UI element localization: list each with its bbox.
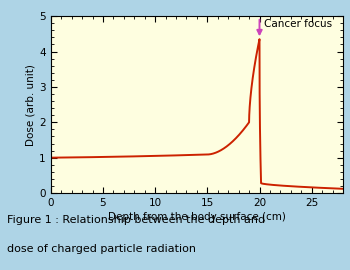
Text: Figure 1 : Relationship between the depth and: Figure 1 : Relationship between the dept… (7, 215, 265, 225)
Text: dose of charged particle radiation: dose of charged particle radiation (7, 244, 196, 254)
Y-axis label: Dose (arb. unit): Dose (arb. unit) (25, 64, 35, 146)
Text: Cancer focus: Cancer focus (264, 19, 332, 29)
X-axis label: Depth from the body surface (cm): Depth from the body surface (cm) (108, 212, 286, 222)
